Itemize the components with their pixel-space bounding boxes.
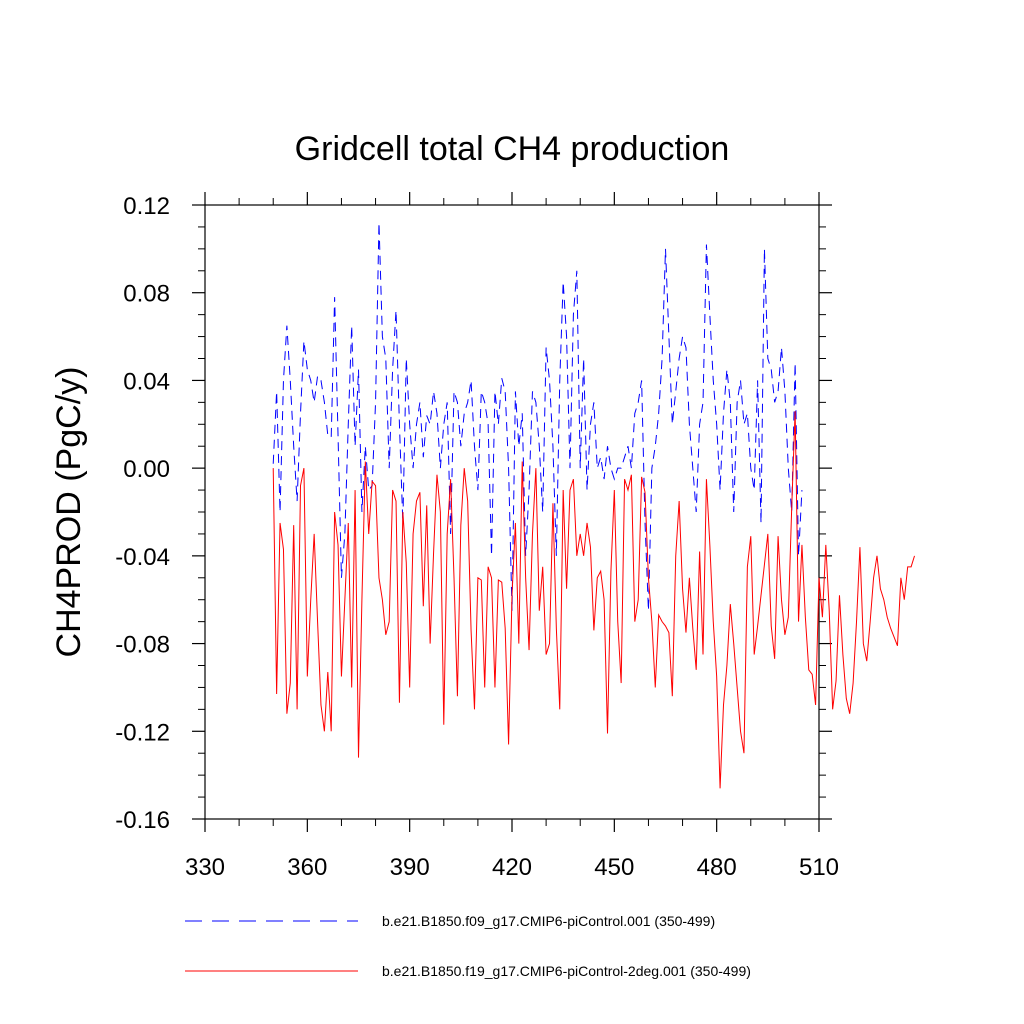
legend: b.e21.B1850.f09_g17.CMIP6-piControl.001 … — [185, 913, 751, 979]
y-tick-label: -0.04 — [115, 544, 170, 571]
series-line-2 — [272, 411, 915, 789]
y-tick-label: -0.12 — [115, 719, 170, 746]
x-tick-label: 480 — [697, 854, 737, 881]
plot-frame — [204, 204, 820, 820]
x-tick-label: 330 — [185, 854, 225, 881]
x-tick-label: 510 — [799, 854, 839, 881]
y-tick-label: -0.08 — [115, 632, 170, 659]
legend-label-2: b.e21.B1850.f19_g17.CMIP6-piControl-2deg… — [382, 963, 751, 979]
y-tick-label: 0.04 — [123, 368, 170, 395]
x-tick-label: 390 — [390, 854, 430, 881]
x-tick-label: 420 — [492, 854, 532, 881]
y-axis-label: CH4PROD (PgC/y) — [50, 367, 88, 658]
y-tick-label: 0.08 — [123, 281, 170, 308]
y-tick-label: 0.00 — [123, 456, 170, 483]
axis-ticks: 330 360 390 420 450 480 510 0.12 0.08 0.04 0.00 -0.… — [115, 192, 839, 881]
series-layer — [272, 222, 915, 789]
x-tick-label: 360 — [287, 854, 327, 881]
legend-label-1: b.e21.B1850.f09_g17.CMIP6-piControl.001 … — [382, 913, 715, 929]
x-tick-label: 450 — [594, 854, 634, 881]
y-tick-label: 0.12 — [123, 193, 170, 220]
y-tick-label: -0.16 — [115, 807, 170, 834]
chart-title: Gridcell total CH4 production — [295, 130, 730, 168]
